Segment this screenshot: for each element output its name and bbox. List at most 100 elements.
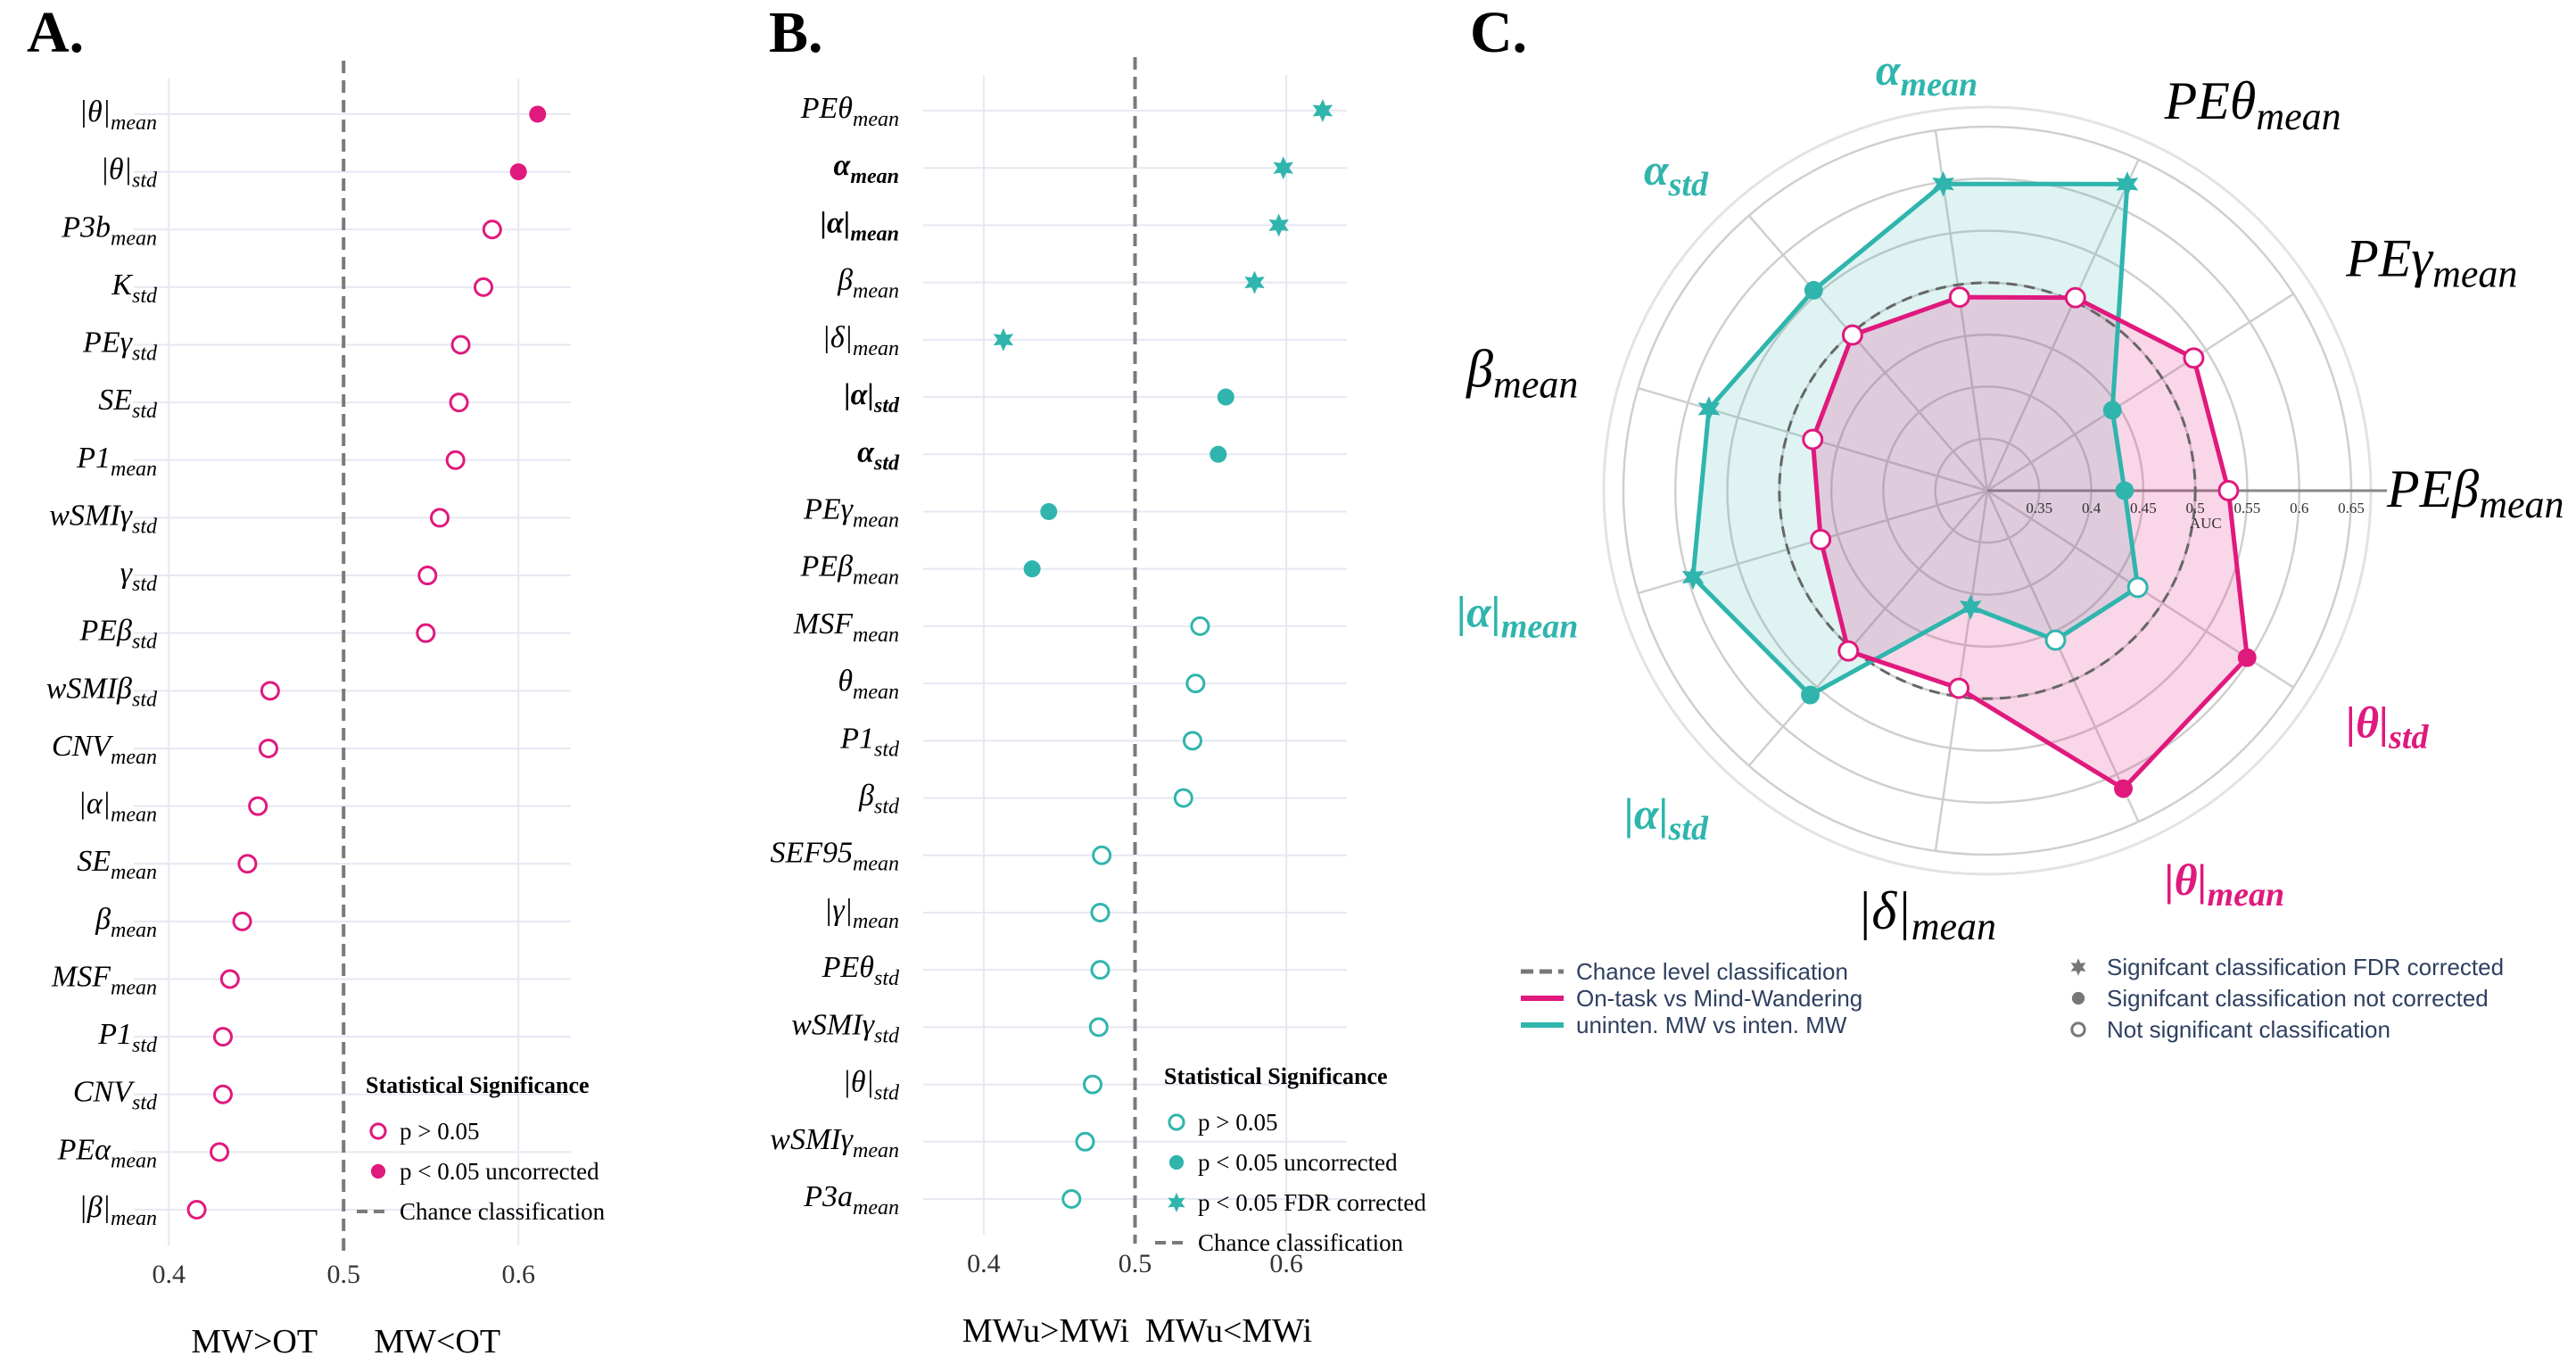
radar-axis-name-base: |δ| (1857, 881, 1911, 940)
radar-fill-1 (1693, 184, 2138, 696)
data-point (1190, 616, 1210, 636)
radar-point (1948, 286, 1970, 309)
row-label-base: PEθ (800, 92, 853, 125)
radar-spoke (1747, 490, 1988, 767)
radar-axis-name-sub: mean (1493, 362, 1578, 406)
radar-axis-name: |α|mean (1457, 587, 1578, 646)
row-label: |θ|std (843, 1066, 900, 1105)
row-label-base: PEα (57, 1133, 112, 1166)
radar-axis-name-sub: std (1668, 166, 1709, 203)
row-label: |δ|mean (822, 321, 899, 360)
legend-marker-uncorrected (370, 1163, 386, 1179)
radar-axis-name: PEθmean (2164, 71, 2341, 138)
radar-point (2116, 171, 2139, 197)
data-point (212, 1084, 233, 1104)
radar-point (1932, 170, 1954, 197)
data-point (417, 566, 438, 586)
radar-line-0 (1810, 294, 2250, 791)
data-point (1210, 445, 1227, 463)
radar-axis-name-sub: mean (1501, 608, 1579, 646)
row-label: P1std (839, 722, 900, 761)
row-label-base: PEγ (803, 492, 855, 525)
data-point (1061, 1189, 1082, 1209)
radar-chance-circle (1778, 281, 2197, 700)
row-label: PEγmean (803, 492, 899, 532)
data-point (237, 854, 258, 874)
row-label-sub: std (873, 451, 900, 475)
row-label: CNVmean (52, 730, 157, 769)
data-point (1273, 156, 1293, 180)
radar-axis-name-base: |θ| (2165, 855, 2208, 905)
row-label-base: MSF (793, 608, 854, 641)
radar-point (2114, 779, 2133, 798)
panel-b-dot-plot: PEθmeanαmean|α|meanβmean|δ|mean|α|stdαst… (770, 57, 1426, 1350)
row-label-sub: mean (853, 566, 899, 590)
radar-spoke (1747, 214, 1988, 492)
row-label: |γ|mean (824, 894, 899, 933)
data-point (993, 327, 1014, 351)
row-label-base: PEβ (79, 615, 133, 648)
row-label-base: wSMIγ (49, 499, 133, 532)
row-label-base: α (834, 149, 852, 182)
radar-axis-name-base: PEθ (2164, 71, 2257, 130)
radar-tick-label: 0.4 (2082, 500, 2101, 517)
radar-point (1810, 528, 1832, 550)
row-label: PEβstd (79, 615, 158, 654)
radar-fill-0 (1812, 297, 2248, 790)
row-label-sub: std (132, 285, 158, 308)
row-label-base: |δ| (822, 321, 854, 354)
data-point (1182, 731, 1202, 751)
row-label-sub: mean (853, 853, 899, 876)
row-label-sub: std (874, 967, 900, 990)
row-label-base: |α| (78, 788, 111, 821)
row-label: θmean (838, 665, 899, 704)
radar-point (2115, 481, 2134, 500)
legend-label-uncorrected: p < 0.05 uncorrected (400, 1158, 599, 1185)
legend-label-fdr: p < 0.05 FDR corrected (1198, 1189, 1426, 1216)
data-point (210, 1142, 230, 1162)
row-label-sub: std (874, 1082, 900, 1105)
row-label-sub: mean (111, 976, 157, 999)
row-label: βstd (858, 780, 900, 819)
data-point (450, 335, 471, 355)
row-label-sub: std (132, 573, 158, 596)
legend-label-chance: Chance level classification (1576, 958, 1848, 985)
row-label: |α|mean (821, 206, 899, 245)
row-label: βmean (837, 264, 899, 303)
row-label: γstd (120, 557, 158, 596)
radar-axis-name-sub: mean (2432, 252, 2517, 296)
row-label-base: β (837, 264, 853, 297)
row-label: |θ|mean (79, 95, 157, 135)
legend-label-ns: Not significant classification (2107, 1016, 2390, 1043)
row-label-base: PEγ (82, 327, 134, 360)
radar-point (2044, 629, 2067, 651)
radar-axis-name: PEγmean (2345, 229, 2517, 296)
x-tick-label: 0.4 (967, 1249, 1001, 1278)
data-point (482, 219, 502, 240)
radar-axis-name-sub: std (1668, 810, 1709, 848)
data-point (1173, 788, 1193, 808)
legend-label-chance: Chance classification (1198, 1229, 1404, 1256)
data-point (1268, 213, 1289, 237)
panel-letter-a: A. (27, 0, 84, 65)
radar-spoke (1986, 159, 2140, 492)
radar-point (1804, 280, 1823, 300)
legend-label-uncorrected: Signifcant classification not corrected (2107, 985, 2489, 1012)
row-label-sub: mean (853, 1196, 899, 1220)
row-label-sub: std (132, 1092, 158, 1115)
x-tick-label: 0.6 (1269, 1249, 1303, 1278)
row-label-base: β (858, 780, 874, 813)
radar-axis-name-base: α (1876, 45, 1902, 95)
data-point (1023, 560, 1041, 578)
row-label-sub: mean (853, 337, 899, 360)
radar-point (2217, 480, 2240, 501)
radar-tick-label: 0.65 (2338, 500, 2365, 517)
row-label-base: P3b (61, 211, 111, 244)
row-label-base: PEβ (800, 550, 854, 583)
radar-tick-label: 0.35 (2026, 500, 2052, 517)
row-label-sub: std (874, 738, 900, 761)
row-label-sub: std (132, 1034, 158, 1057)
data-point (474, 277, 493, 297)
row-label-base: wSMIγ (770, 1123, 854, 1156)
panel-letter-c: C. (1470, 0, 1527, 65)
